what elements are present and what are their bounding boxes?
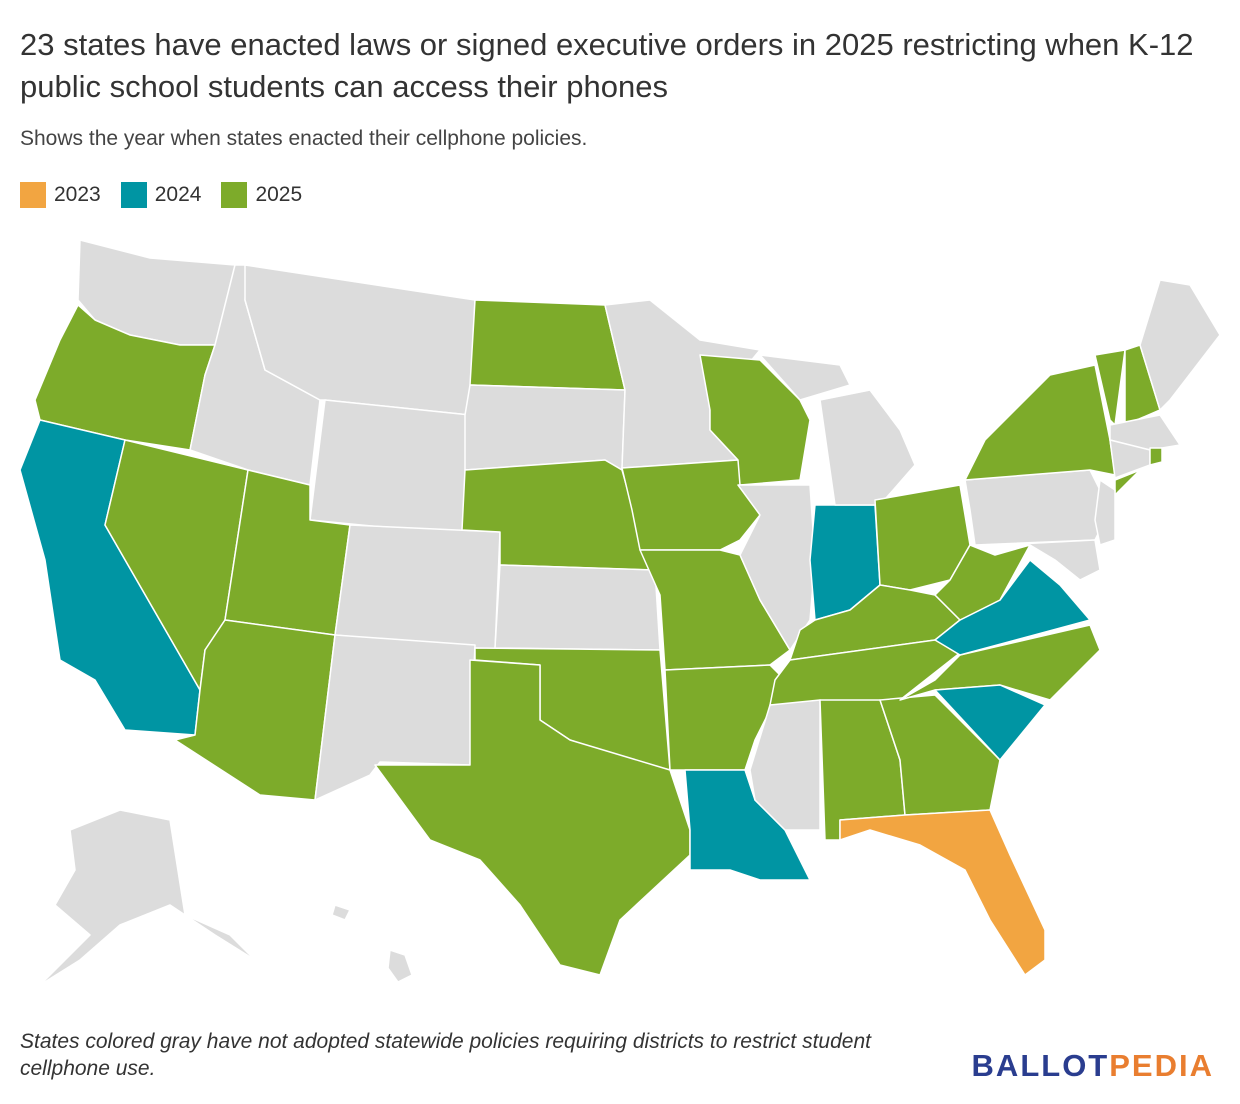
state bbox=[1094, 479, 1116, 546]
state bbox=[819, 389, 916, 506]
state bbox=[759, 354, 851, 401]
state bbox=[839, 809, 1046, 976]
state bbox=[387, 949, 413, 983]
state bbox=[964, 364, 1116, 481]
state bbox=[934, 684, 1046, 761]
state bbox=[314, 634, 476, 801]
state bbox=[1139, 279, 1221, 411]
state bbox=[1149, 447, 1163, 466]
subtitle: Shows the year when states enacted their… bbox=[20, 127, 588, 150]
legend-item: 2025 bbox=[221, 182, 302, 208]
logo-part: BALLOT bbox=[971, 1048, 1110, 1083]
state bbox=[964, 469, 1111, 546]
state bbox=[699, 354, 811, 486]
legend-item: 2024 bbox=[120, 182, 202, 208]
state bbox=[664, 664, 786, 771]
state bbox=[494, 564, 661, 651]
state bbox=[1109, 414, 1181, 451]
state bbox=[374, 659, 691, 976]
legend-item: 2023 bbox=[20, 182, 101, 208]
state bbox=[1114, 469, 1141, 496]
legend: 2023 2024 2025 bbox=[20, 182, 302, 208]
state bbox=[737, 484, 816, 651]
state bbox=[469, 299, 626, 391]
title: 23 states have enacted laws or signed ex… bbox=[20, 27, 1194, 104]
legend-swatch bbox=[20, 182, 46, 208]
logo-part: PEDIA bbox=[1109, 1048, 1214, 1083]
footnote: States colored gray have not adopted sta… bbox=[20, 1030, 871, 1080]
legend-swatch bbox=[120, 182, 147, 208]
logo: BALLOTPEDIA bbox=[972, 1048, 1214, 1084]
state bbox=[999, 539, 1101, 581]
legend-label: 2023 bbox=[54, 183, 101, 206]
state bbox=[309, 399, 471, 536]
state bbox=[334, 524, 501, 651]
legend-label: 2025 bbox=[255, 183, 303, 206]
legend-swatch bbox=[221, 182, 248, 208]
state bbox=[331, 904, 351, 921]
state bbox=[684, 769, 811, 881]
state bbox=[934, 544, 1031, 621]
state bbox=[464, 384, 626, 471]
legend-label: 2024 bbox=[154, 183, 202, 206]
states bbox=[19, 239, 1221, 986]
state bbox=[39, 809, 256, 986]
